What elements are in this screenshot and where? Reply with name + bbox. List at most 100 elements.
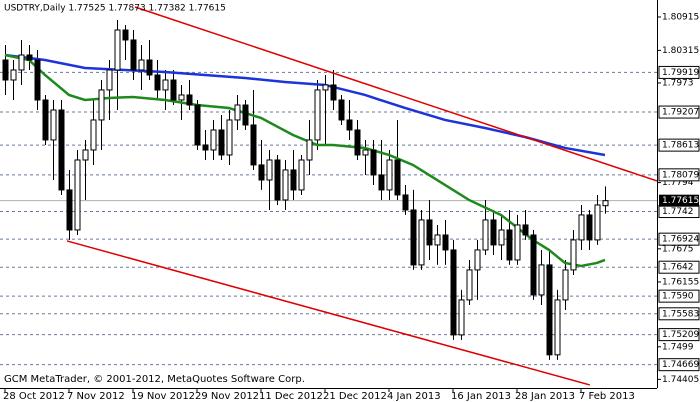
- candle-body: [58, 109, 65, 191]
- x-tick-label: 11 Dec 2012: [259, 391, 323, 402]
- level-box: [658, 105, 700, 119]
- candle-body: [282, 169, 289, 201]
- candle-body: [378, 174, 385, 191]
- candle-body: [274, 159, 281, 201]
- level-box: [658, 138, 700, 152]
- candle-body: [594, 204, 601, 241]
- candle-body: [354, 129, 361, 156]
- candle-body: [482, 219, 489, 251]
- y-tick-label: 1.7794: [662, 178, 694, 188]
- candle-body: [242, 104, 249, 126]
- candle-body: [82, 149, 89, 161]
- candle-body: [450, 249, 457, 336]
- candle-body: [170, 79, 177, 101]
- candle-body: [26, 54, 33, 61]
- candle-body: [250, 124, 257, 166]
- current-box: [659, 194, 699, 207]
- level-box: [658, 358, 700, 372]
- candle-body: [338, 99, 345, 121]
- candle-body: [546, 264, 553, 356]
- candle-body: [266, 159, 273, 181]
- candle-body: [538, 264, 545, 296]
- candle-body: [554, 299, 561, 356]
- candle-body: [514, 224, 521, 261]
- level-box: [658, 232, 700, 246]
- candle-body: [290, 169, 297, 191]
- x-tick-label: 21 Dec 2012: [323, 391, 387, 402]
- candle-body: [202, 144, 209, 151]
- level-label: 1.7642: [662, 263, 694, 273]
- y-tick-label: 1.7499: [662, 342, 694, 352]
- candle-body: [210, 129, 217, 151]
- candle-body: [66, 189, 73, 231]
- candle-body: [106, 69, 113, 91]
- level-label: 1.75209: [662, 330, 699, 340]
- candle-body: [410, 209, 417, 266]
- copyright: GCM MetaTrader, © 2001-2012, MetaQuotes …: [4, 374, 305, 385]
- candle-body: [602, 200, 609, 207]
- y-tick-label: 1.7675: [662, 244, 694, 254]
- candle-body: [34, 59, 41, 101]
- candle-body: [218, 129, 225, 156]
- candle-body: [130, 39, 137, 71]
- level-box: [658, 289, 700, 303]
- candle-body: [306, 139, 313, 161]
- x-tick-label: 16 Jan 2013: [451, 391, 511, 402]
- level-label: 1.74669: [662, 360, 699, 370]
- level-label: 1.78613: [662, 141, 699, 151]
- candle-body: [442, 234, 449, 251]
- candle-body: [362, 149, 369, 156]
- y-tick-label: 1.7973: [662, 78, 694, 88]
- candle-body: [122, 29, 129, 41]
- candle-body: [570, 239, 577, 271]
- candle-body: [586, 214, 593, 241]
- candle-body: [522, 224, 529, 236]
- candle-body: [386, 159, 393, 191]
- x-tick-label: 19 Nov 2012: [131, 391, 195, 402]
- candle-body: [194, 104, 201, 146]
- candle-body: [434, 234, 441, 246]
- candle-body: [530, 234, 537, 296]
- level-label: 1.79919: [662, 68, 699, 78]
- candle-body: [90, 119, 97, 151]
- level-label: 1.76924: [662, 235, 699, 245]
- level-box: [658, 65, 700, 79]
- candle-body: [322, 84, 329, 91]
- level-label: 1.7590: [662, 292, 694, 302]
- level-label: 1.79207: [662, 108, 699, 118]
- trendline: [66, 240, 590, 386]
- candle-body: [418, 219, 425, 266]
- candle-body: [146, 59, 153, 76]
- candle-body: [466, 269, 473, 301]
- candle-body: [98, 89, 105, 121]
- candle-body: [10, 69, 17, 81]
- current-label: 1.77615: [662, 196, 699, 206]
- candle-body: [370, 149, 377, 176]
- candle-body: [498, 229, 505, 246]
- level-label: 1.75583: [662, 309, 699, 319]
- y-tick-label: 1.80315: [662, 46, 699, 56]
- y-tick-label: 1.74405: [662, 375, 699, 385]
- candle-body: [42, 99, 49, 141]
- candle-body: [258, 164, 265, 181]
- candle-body: [178, 94, 185, 101]
- candle-body: [50, 109, 57, 141]
- moving-average: [4, 53, 606, 157]
- candle-body: [2, 59, 9, 81]
- candle-body: [226, 119, 233, 156]
- x-tick-label: 29 Nov 2012: [195, 391, 259, 402]
- candle-body: [394, 159, 401, 196]
- candle-body: [578, 214, 585, 241]
- candle-body: [298, 159, 305, 191]
- chart-title: USDTRY,Daily 1.77525 1.77873 1.77382 1.7…: [4, 4, 226, 14]
- candle-body: [186, 94, 193, 106]
- candle-body: [346, 119, 353, 131]
- candle-body: [330, 84, 337, 101]
- x-tick-label: 28 Oct 2012: [3, 391, 65, 402]
- candle-body: [314, 89, 321, 141]
- level-box: [658, 307, 700, 321]
- candle-body: [458, 299, 465, 336]
- trendline: [134, 6, 657, 182]
- candle-body: [426, 219, 433, 246]
- x-tick-label: 28 Jan 2013: [515, 391, 575, 402]
